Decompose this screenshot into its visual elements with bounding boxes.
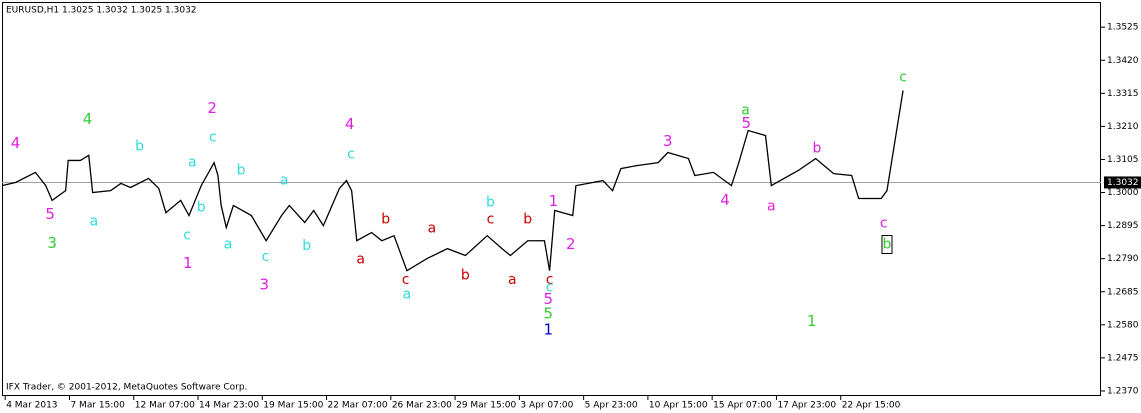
wave-label: a bbox=[188, 155, 197, 171]
wave-label: b bbox=[812, 140, 821, 156]
wave-label: b bbox=[883, 237, 892, 253]
wave-label: b bbox=[135, 139, 144, 155]
wave-label: b bbox=[486, 195, 495, 211]
x-tick-label: 4 Mar 2013 bbox=[6, 401, 57, 411]
wave-label: 1 bbox=[549, 192, 559, 210]
price-line bbox=[1, 90, 904, 272]
wave-label: 4 bbox=[83, 110, 93, 128]
y-tick-label: 1.3105 bbox=[1107, 155, 1139, 165]
y-tick-label: 1.2580 bbox=[1107, 320, 1139, 330]
wave-label: a bbox=[403, 287, 412, 303]
wave-label: 4 bbox=[345, 115, 355, 133]
x-tick-label: 3 Apr 07:00 bbox=[520, 401, 573, 411]
wave-label: b bbox=[237, 162, 246, 178]
wave-label: c bbox=[209, 129, 217, 145]
y-tick-label: 1.3420 bbox=[1107, 56, 1139, 66]
wave-label: 1 bbox=[544, 320, 554, 338]
y-tick-label: 1.3000 bbox=[1107, 188, 1139, 198]
y-tick-label: 1.2475 bbox=[1107, 353, 1139, 363]
wave-label: 3 bbox=[47, 234, 57, 252]
annotation-box bbox=[881, 235, 893, 255]
wave-label: c bbox=[183, 228, 191, 244]
wave-label: c bbox=[262, 249, 270, 265]
x-tick-label: 19 Mar 15:00 bbox=[263, 401, 323, 411]
wave-label: b bbox=[302, 238, 311, 254]
x-tick-label: 7 Mar 15:00 bbox=[70, 401, 125, 411]
wave-label: c bbox=[546, 272, 554, 288]
wave-label: c bbox=[880, 216, 888, 232]
wave-label: c bbox=[347, 146, 355, 162]
header: EURUSD,H1 1.3025 1.3032 1.3025 1.3032 bbox=[6, 6, 197, 16]
wave-label: 3 bbox=[663, 132, 673, 150]
x-tick-label: 15 Apr 07:00 bbox=[713, 401, 772, 411]
footer: IFX Trader, © 2001-2012, MetaQuotes Soft… bbox=[6, 383, 247, 393]
wave-label: a bbox=[428, 220, 437, 236]
wave-label: a bbox=[356, 252, 365, 268]
wave-label: c bbox=[402, 272, 410, 288]
wave-label: 4 bbox=[720, 191, 730, 209]
y-tick-label: 1.2790 bbox=[1107, 254, 1139, 264]
wave-label: a bbox=[224, 237, 233, 253]
wave-label: 1 bbox=[807, 312, 817, 330]
wave-label: b bbox=[197, 200, 206, 216]
wave-label: 4 bbox=[11, 134, 21, 152]
wave-label: 5 bbox=[741, 114, 751, 132]
wave-label: b bbox=[461, 268, 470, 284]
wave-label: c bbox=[487, 212, 495, 228]
wave-label: a bbox=[767, 199, 776, 215]
wave-label: b bbox=[523, 212, 532, 228]
wave-label: 5 bbox=[544, 290, 554, 308]
y-tick-label: 1.3525 bbox=[1107, 23, 1139, 33]
x-tick-label: 22 Apr 15:00 bbox=[842, 401, 901, 411]
x-tick-label: 10 Apr 15:00 bbox=[649, 401, 708, 411]
wave-label: 2 bbox=[207, 99, 217, 117]
x-tick-label: 5 Apr 23:00 bbox=[585, 401, 638, 411]
y-tick-label: 1.3210 bbox=[1107, 122, 1139, 132]
wave-label: 5 bbox=[544, 304, 554, 322]
wave-label: 5 bbox=[45, 205, 55, 223]
wave-label: 3 bbox=[259, 275, 269, 293]
wave-label: a bbox=[508, 272, 517, 288]
x-tick-label: 14 Mar 23:00 bbox=[199, 401, 259, 411]
wave-label: b bbox=[381, 212, 390, 228]
wave-label: c bbox=[899, 69, 907, 85]
y-tick-label: 1.2370 bbox=[1107, 386, 1139, 396]
x-tick-label: 17 Apr 23:00 bbox=[777, 401, 836, 411]
plot-frame bbox=[2, 2, 1101, 396]
wave-label: c bbox=[546, 280, 554, 296]
wave-label: a bbox=[741, 102, 750, 118]
x-tick-label: 29 Mar 15:00 bbox=[456, 401, 516, 411]
current-price-box bbox=[1104, 176, 1141, 189]
x-tick-label: 26 Mar 23:00 bbox=[392, 401, 452, 411]
current-price-label: 1.3032 bbox=[1107, 178, 1139, 188]
y-tick-label: 1.2685 bbox=[1107, 287, 1139, 297]
x-tick-label: 22 Mar 07:00 bbox=[328, 401, 388, 411]
wave-label: 2 bbox=[566, 235, 576, 253]
y-tick-label: 1.3315 bbox=[1107, 89, 1139, 99]
wave-label: a bbox=[90, 214, 99, 230]
x-tick-label: 12 Mar 07:00 bbox=[135, 401, 195, 411]
y-tick-label: 1.2895 bbox=[1107, 221, 1139, 231]
wave-label: a bbox=[280, 173, 289, 189]
wave-label: 1 bbox=[183, 254, 193, 272]
